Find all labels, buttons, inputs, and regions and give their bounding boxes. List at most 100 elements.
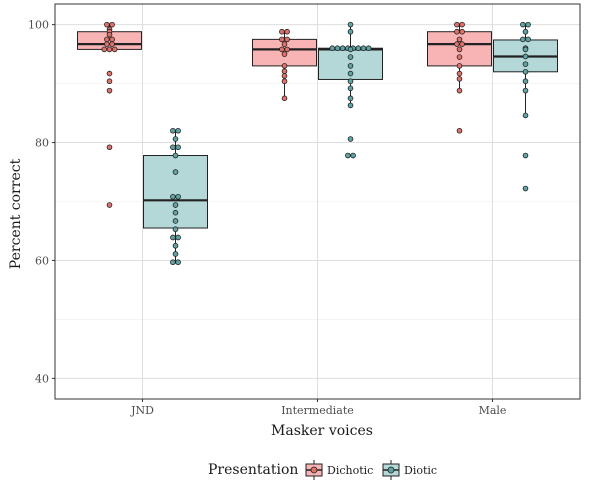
data-point: [520, 21, 526, 28]
data-point: [525, 36, 531, 43]
data-point: [360, 45, 367, 52]
y-axis-title: Percent correct: [8, 158, 24, 269]
data-point: [454, 28, 460, 35]
data-point: [329, 45, 336, 52]
y-tick-label: 60: [35, 254, 49, 267]
data-point: [172, 242, 179, 249]
data-point: [284, 28, 290, 35]
data-point: [456, 70, 463, 77]
data-point: [279, 28, 285, 35]
data-point: [520, 36, 526, 43]
data-point: [347, 70, 354, 77]
data-point: [172, 218, 179, 224]
data-point: [281, 63, 288, 69]
data-point: [170, 144, 176, 151]
y-tick-label: 100: [28, 19, 49, 32]
x-tick-label: JND: [130, 404, 154, 417]
data-point: [109, 41, 115, 47]
data-point: [170, 259, 176, 266]
x-tick-label: Male: [479, 404, 507, 417]
data-point: [347, 46, 354, 53]
data-point: [456, 36, 463, 43]
data-point: [106, 78, 113, 85]
data-point: [522, 53, 529, 60]
data-point: [456, 127, 463, 134]
data-point: [284, 46, 290, 53]
data-point: [459, 21, 465, 28]
data-point: [347, 28, 354, 35]
data-point: [106, 46, 113, 53]
data-point: [172, 251, 179, 257]
data-point: [347, 102, 354, 109]
data-point: [170, 234, 176, 241]
data-point: [284, 36, 290, 43]
data-point: [106, 202, 113, 208]
data-point: [347, 54, 354, 60]
legend-key-point: [310, 466, 318, 474]
data-point: [459, 28, 465, 35]
data-point: [106, 87, 113, 94]
data-point: [172, 202, 179, 208]
data-point: [104, 41, 110, 47]
grid: [55, 4, 580, 399]
data-point: [172, 226, 179, 233]
data-point: [281, 68, 288, 75]
panel-border: [54, 3, 581, 400]
data-point: [281, 41, 288, 47]
data-point: [175, 234, 181, 241]
legend-key-point: [387, 466, 395, 474]
data-point: [172, 209, 179, 216]
y-tick-label: 80: [35, 137, 49, 150]
data-point: [172, 152, 179, 159]
data-point: [459, 41, 465, 47]
data-point: [170, 193, 176, 200]
data-point: [106, 70, 113, 77]
data-point: [347, 63, 354, 69]
data-point: [111, 46, 118, 53]
data-point: [522, 87, 529, 94]
data-point: [522, 185, 529, 192]
box-diotic: [143, 155, 208, 229]
data-point: [347, 95, 354, 102]
data-point: [522, 61, 529, 67]
data-point: [456, 54, 463, 60]
data-point: [345, 152, 351, 159]
data-point: [175, 259, 181, 266]
data-point: [175, 144, 181, 151]
data-point: [522, 68, 529, 75]
data-point: [281, 73, 288, 79]
data-point: [350, 152, 356, 159]
data-point: [522, 78, 529, 85]
data-point: [334, 45, 341, 52]
data-point: [456, 87, 463, 94]
legend: Presentation Dichotic Diotic: [208, 460, 437, 480]
x-axis-title: Masker voices: [271, 423, 373, 439]
data-point: [522, 112, 529, 119]
data-point: [170, 127, 176, 134]
data-point: [109, 21, 115, 28]
data-point: [454, 21, 460, 28]
legend-label-diotic: Diotic: [404, 464, 437, 477]
data-point: [106, 31, 113, 38]
data-point: [104, 36, 110, 43]
data-point: [347, 78, 354, 85]
data-point: [456, 76, 463, 82]
data-point: [172, 169, 179, 175]
data-point: [347, 85, 354, 92]
legend-label-dichotic: Dichotic: [327, 464, 373, 477]
data-point: [279, 46, 285, 53]
y-tick-label: 40: [35, 372, 49, 385]
data-point: [172, 136, 179, 142]
data-point: [454, 41, 460, 47]
legend-title: Presentation: [208, 462, 298, 478]
data-point: [365, 45, 372, 52]
data-point: [279, 36, 285, 43]
data-point: [281, 95, 288, 102]
data-point: [456, 46, 463, 53]
x-tick-label: Intermediate: [281, 404, 354, 417]
data-point: [109, 36, 115, 43]
data-point: [339, 45, 346, 52]
point-layer: [101, 21, 531, 266]
data-point: [175, 193, 181, 200]
